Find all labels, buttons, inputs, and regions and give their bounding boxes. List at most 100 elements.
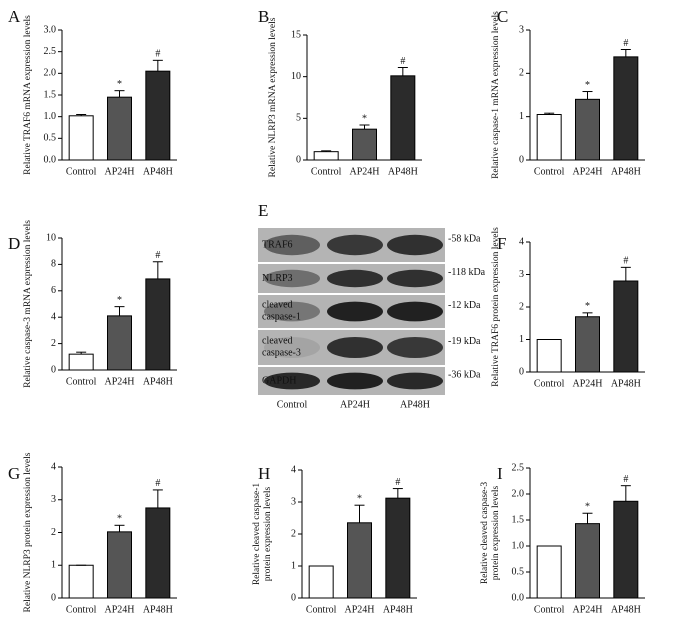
y-tick-label: 3 <box>519 24 524 35</box>
significance-mark: * <box>117 79 122 90</box>
bar <box>385 497 411 599</box>
error-bar <box>620 49 631 57</box>
significance-mark: * <box>117 295 122 306</box>
size-label: -118 kDa <box>448 267 486 278</box>
y-axis-label: Relative caspase-1 mRNA expression level… <box>491 11 501 179</box>
significance-mark: * <box>585 502 590 513</box>
significance-mark: # <box>155 49 160 60</box>
blot-band <box>264 337 320 358</box>
blot-band <box>387 301 443 322</box>
y-axis-label: Relative NLRP3 mRNA expression levels <box>268 17 278 177</box>
y-tick-label: 0.5 <box>512 566 525 577</box>
y-tick-label: 2 <box>291 528 296 539</box>
error-bar <box>76 114 87 116</box>
lane-label: AP24H <box>340 399 370 410</box>
y-tick-label: 4 <box>51 461 56 472</box>
bar <box>107 96 132 161</box>
y-tick-label: 0 <box>296 154 301 165</box>
y-tick-label: 3 <box>51 494 56 505</box>
blot-band <box>327 234 383 256</box>
significance-mark: # <box>623 474 628 485</box>
blot-band <box>264 234 320 256</box>
y-axis-label: Relative cleaved caspase-1 <box>252 483 262 586</box>
significance-mark: * <box>117 514 122 525</box>
x-tick-label: AP48H <box>388 166 418 177</box>
significance-mark: # <box>400 56 405 67</box>
y-tick-label: 2.5 <box>44 46 57 57</box>
panel-letter: I <box>497 464 503 483</box>
bar <box>536 545 562 599</box>
y-tick-label: 3.0 <box>44 24 57 35</box>
bar <box>613 56 639 161</box>
y-tick-label: 0 <box>519 366 524 377</box>
error-bar <box>152 59 163 72</box>
error-bar <box>114 524 125 532</box>
x-tick-label: AP48H <box>383 604 413 615</box>
row-label: GAPDH <box>262 375 296 386</box>
bar <box>613 280 639 373</box>
y-tick-label: 0 <box>291 592 296 603</box>
significance-mark: * <box>585 301 590 312</box>
x-tick-label: AP24H <box>349 166 379 177</box>
x-tick-label: Control <box>66 604 97 615</box>
error-bar <box>114 90 125 98</box>
y-tick-label: 8 <box>51 259 56 270</box>
y-tick-label: 1.5 <box>512 514 525 525</box>
row-label-line: cleaved <box>262 336 293 347</box>
error-bar <box>392 488 403 499</box>
size-label: -12 kDa <box>448 300 481 311</box>
x-tick-label: AP24H <box>104 604 134 615</box>
significance-mark: # <box>623 256 628 267</box>
y-tick-label: 1.5 <box>44 89 57 100</box>
bar <box>575 523 600 599</box>
y-tick-label: 1 <box>519 111 524 122</box>
panel-letter: F <box>497 234 506 253</box>
x-tick-label: AP24H <box>572 166 602 177</box>
size-label: -58 kDa <box>448 233 481 244</box>
row-label: cleaved caspase-3 <box>262 336 301 359</box>
blot-band <box>387 337 443 358</box>
significance-mark: * <box>585 80 590 91</box>
error-bar <box>76 351 87 355</box>
bar <box>575 316 600 373</box>
row-label: TRAF6 <box>262 239 293 250</box>
bar <box>145 278 171 371</box>
y-tick-label: 2 <box>51 527 56 538</box>
y-tick-label: 1.0 <box>512 540 525 551</box>
y-tick-label: 0.0 <box>44 154 57 165</box>
y-tick-label: 4 <box>519 236 524 247</box>
y-tick-label: 0 <box>519 154 524 165</box>
x-tick-label: AP24H <box>572 604 602 615</box>
bar <box>107 531 132 599</box>
bar <box>313 151 339 161</box>
significance-mark: * <box>357 493 362 504</box>
panel-letter: A <box>8 7 21 26</box>
error-bar <box>544 112 555 115</box>
y-tick-label: 0 <box>51 364 56 375</box>
panel-letter: D <box>8 234 20 253</box>
bar <box>390 75 416 161</box>
error-bar <box>359 124 370 130</box>
row-label-line: caspase-3 <box>262 348 301 359</box>
y-tick-label: 2.5 <box>512 462 525 473</box>
row-label-line: caspase-1 <box>262 312 301 323</box>
blot-band <box>327 301 383 322</box>
blot-band <box>387 372 443 390</box>
blot-band <box>387 234 443 256</box>
error-bar <box>582 512 593 524</box>
y-axis-label: Relative TRAF6 mRNA expression levels <box>23 15 33 175</box>
bar <box>613 500 639 599</box>
error-bar <box>620 266 631 281</box>
bar <box>352 128 377 161</box>
error-bar <box>582 312 593 317</box>
y-tick-label: 2 <box>519 301 524 312</box>
error-bar <box>321 150 332 152</box>
panel-letter: C <box>497 7 508 26</box>
bar <box>145 70 171 161</box>
y-axis-label: protein expression levels <box>491 485 501 580</box>
lane-label: AP48H <box>400 399 430 410</box>
y-tick-label: 15 <box>291 29 301 40</box>
x-tick-label: AP24H <box>104 376 134 387</box>
bar <box>575 98 600 161</box>
y-tick-label: 2.0 <box>44 68 57 79</box>
